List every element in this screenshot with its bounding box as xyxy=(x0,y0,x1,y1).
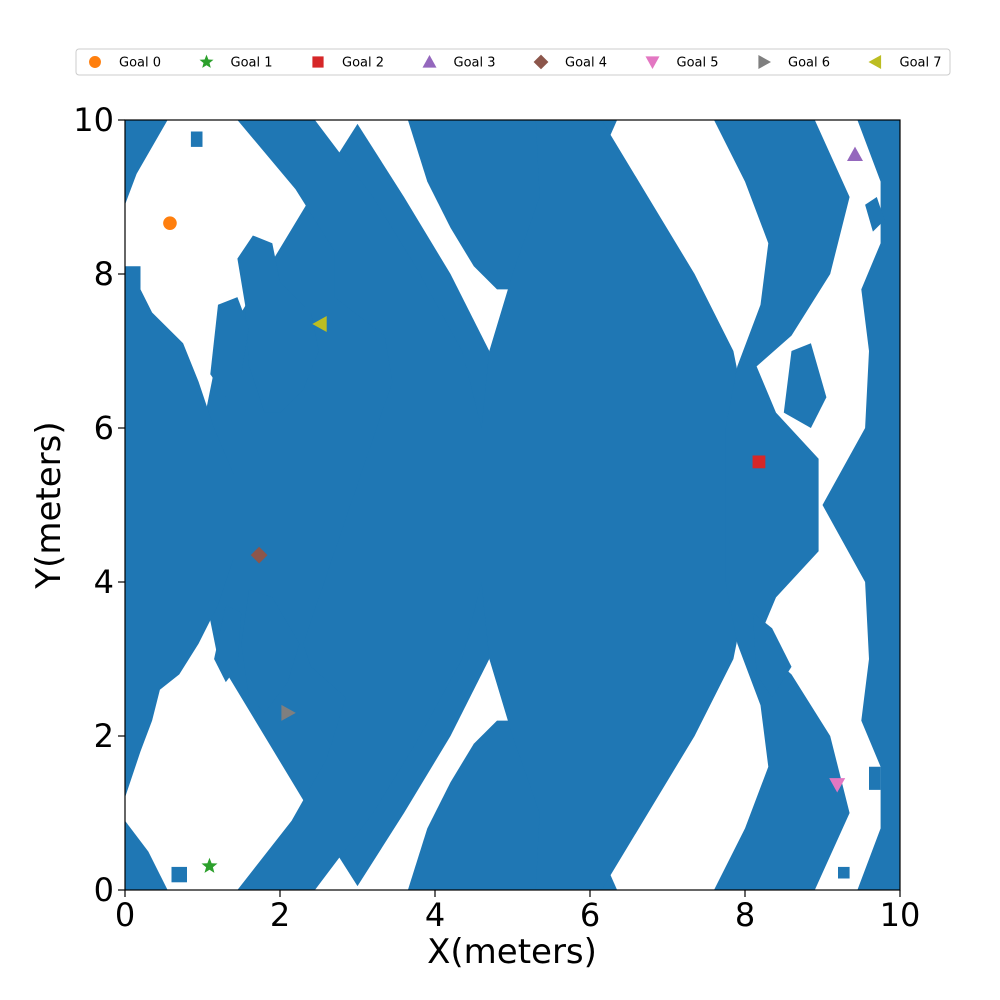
obstacle-region-9 xyxy=(125,820,168,890)
x-tick-label: 0 xyxy=(115,896,135,934)
y-axis-label: Y(meters) xyxy=(29,421,69,589)
obstacle-region-5 xyxy=(714,120,850,890)
legend-goal-5-label: Goal 5 xyxy=(677,56,719,71)
legend-goal-2-marker xyxy=(312,56,324,68)
legend-frame xyxy=(75,48,951,76)
legend-goal-3-label: Goal 3 xyxy=(454,56,496,71)
goal-3-marker xyxy=(847,146,863,161)
legend-goal-0-marker xyxy=(89,56,101,68)
x-tick-label: 8 xyxy=(735,896,755,934)
legend-goal-1-marker xyxy=(199,54,214,68)
legend-goal-6-marker xyxy=(758,55,771,69)
goal-7-marker xyxy=(312,316,327,332)
legend-goal-4-marker xyxy=(533,54,549,70)
obstacle-region-6 xyxy=(822,120,900,890)
y-axis-ticks: 0 2 4 6 8 10 xyxy=(73,101,125,909)
legend-goal-6-label: Goal 6 xyxy=(788,56,830,71)
legend-goal-7-marker xyxy=(868,55,882,69)
obstacle-region-15 xyxy=(752,612,792,698)
obstacle-map xyxy=(125,120,900,890)
y-tick-label: 0 xyxy=(94,871,114,909)
x-axis-ticks: 0 2 4 6 8 10 xyxy=(115,890,921,934)
obstacle-region-17 xyxy=(171,866,187,883)
legend-goal-2-label: Goal 2 xyxy=(342,56,384,71)
legend-goal-1-label: Goal 1 xyxy=(231,56,273,71)
legend-goal-3-marker xyxy=(422,55,437,68)
obstacle-region-7 xyxy=(125,120,168,205)
obstacle-region-4 xyxy=(481,120,749,890)
obstacle-region-19 xyxy=(865,197,885,232)
legend-goal-5-marker xyxy=(645,56,660,69)
goal-1-marker xyxy=(201,857,218,873)
x-tick-label: 10 xyxy=(880,896,921,934)
goal-5-marker xyxy=(829,778,846,793)
legend-goal-0-label: Goal 0 xyxy=(119,56,161,71)
goal-6-marker xyxy=(281,704,296,721)
obstacle-region-18 xyxy=(838,866,850,879)
y-tick-label: 8 xyxy=(94,255,114,293)
y-tick-label: 4 xyxy=(94,563,114,601)
x-tick-label: 2 xyxy=(270,896,290,934)
y-tick-label: 2 xyxy=(94,717,114,755)
y-tick-label: 10 xyxy=(73,101,114,139)
obstacle-region-10 xyxy=(237,235,319,413)
obstacle-region-16 xyxy=(190,131,203,147)
plot-frame xyxy=(124,119,901,891)
legend-goal-4-label: Goal 4 xyxy=(565,56,607,71)
plot-area xyxy=(124,119,901,891)
goal-4-marker xyxy=(250,546,268,564)
obstacle-region-12 xyxy=(241,589,300,713)
obstacle-region-1 xyxy=(237,120,482,890)
y-tick-label: 6 xyxy=(94,409,114,447)
goal-0-marker xyxy=(163,216,177,230)
obstacle-region-14 xyxy=(783,343,827,428)
obstacle-region-8 xyxy=(125,266,234,798)
obstacle-region-13 xyxy=(214,605,242,683)
legend-goal-7-label: Goal 7 xyxy=(900,56,942,71)
x-tick-label: 4 xyxy=(425,896,445,934)
goal-2-marker xyxy=(752,455,766,469)
obstacle-region-20 xyxy=(869,766,881,790)
x-tick-label: 6 xyxy=(580,896,600,934)
x-axis-label: X(meters) xyxy=(427,932,597,972)
obstacle-region-11 xyxy=(210,297,249,398)
legend: Goal 0 Goal 1 Goal 2 Goal 3 Goal 4 Goal 5 Goal… xyxy=(75,48,951,76)
goal-markers xyxy=(163,146,863,873)
